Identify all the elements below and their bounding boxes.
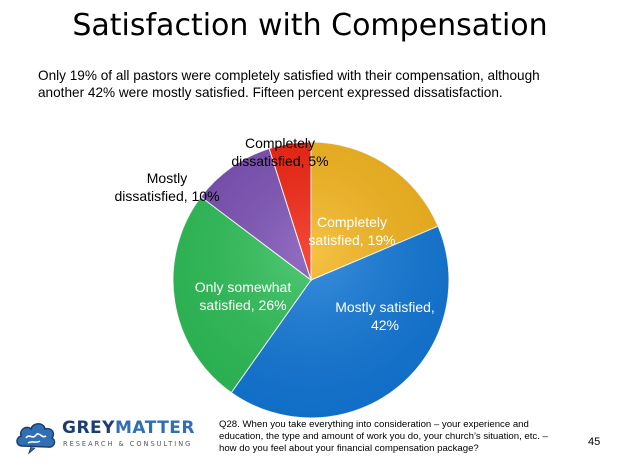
subtitle-line-1: Only 19% of all pastors were completely … — [38, 68, 540, 83]
slice-label-line: Mostly — [147, 170, 187, 186]
slice-label-completely-satisfied: Completely satisfied, 19% — [308, 214, 395, 248]
logo-name-grey: GREY — [62, 418, 115, 438]
page-number: 45 — [588, 436, 601, 448]
greymatter-logo: GREYMATTER RESEARCH & CONSULTING — [14, 416, 214, 456]
pie-shading — [173, 142, 449, 418]
slice-label-mostly-dissatisfied: Mostly dissatisfied, 10% — [114, 170, 219, 204]
slice-label-line: satisfied, 19% — [308, 232, 395, 248]
subtitle-line-2: another 42% were mostly satisfied. Fifte… — [38, 85, 503, 100]
slice-label-line: Completely — [317, 214, 387, 230]
slice-label-line: Completely — [245, 135, 315, 151]
logo-wordmark: GREYMATTER — [62, 418, 195, 438]
slice-label-line: dissatisfied, 5% — [231, 153, 328, 169]
slice-label-line: satisfied, 26% — [199, 297, 286, 313]
chart-subtitle: Only 19% of all pastors were completely … — [38, 67, 598, 101]
slice-label-line: Only somewhat — [195, 279, 292, 295]
chart-title: Satisfaction with Compensation — [72, 8, 548, 43]
survey-question: Q28. When you take everything into consi… — [219, 419, 564, 455]
slice-label-line: Mostly satisfied, — [335, 299, 435, 315]
slice-label-mostly-satisfied: Mostly satisfied, 42% — [335, 299, 435, 333]
slice-label-only-somewhat-satisfied: Only somewhat satisfied, 26% — [195, 279, 292, 313]
question-line-1: Q28. When you take everything into consi… — [219, 419, 529, 430]
question-line-3: how do you feel about your financial com… — [219, 443, 479, 454]
slice-label-line: 42% — [371, 317, 399, 333]
logo-tagline: RESEARCH & CONSULTING — [63, 440, 193, 448]
brain-cloud-icon — [16, 423, 56, 455]
slice-label-completely-dissatisfied: Completely dissatisfied, 5% — [231, 135, 328, 169]
slice-label-line: dissatisfied, 10% — [114, 188, 219, 204]
question-line-2: education, the type and amount of work y… — [219, 431, 548, 442]
logo-name-matter: MATTER — [114, 418, 196, 438]
